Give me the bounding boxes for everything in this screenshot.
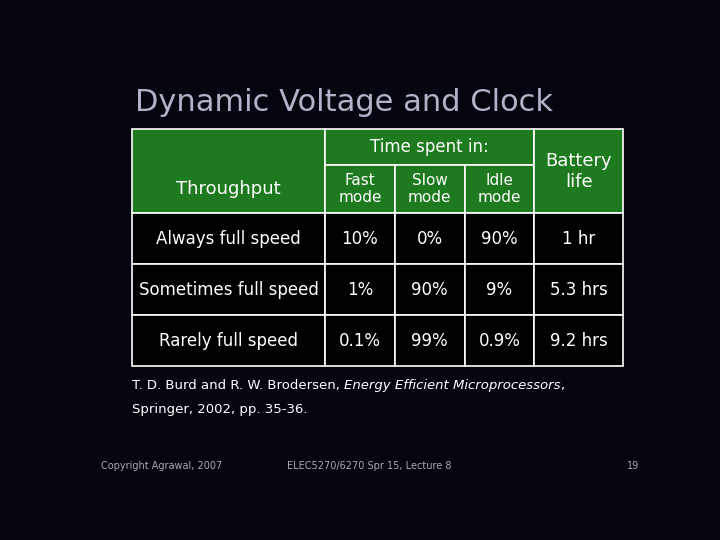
Bar [395,165,464,213]
Text: Copyright Agrawal, 2007: Copyright Agrawal, 2007 [101,462,222,471]
Text: Energy Efficient Microprocessors: Energy Efficient Microprocessors [344,379,560,392]
Bar [534,265,623,315]
Text: 19: 19 [627,462,639,471]
Text: 0.1%: 0.1% [339,332,381,350]
Text: Battery
life: Battery life [545,152,612,191]
Text: 5.3 hrs: 5.3 hrs [550,281,608,299]
Bar [534,315,623,366]
Text: 99%: 99% [411,332,448,350]
Text: Time spent in:: Time spent in: [370,138,489,156]
Bar [132,315,325,366]
Text: 9%: 9% [487,281,513,299]
Bar [464,265,534,315]
Bar [325,315,395,366]
Text: Sometimes full speed: Sometimes full speed [138,281,318,299]
Text: 10%: 10% [341,230,378,248]
Bar [325,165,395,213]
Bar [325,129,534,165]
Text: Fast
mode: Fast mode [338,173,382,205]
Bar [534,213,623,265]
Text: 1 hr: 1 hr [562,230,595,248]
Text: ELEC5270/6270 Spr 15, Lecture 8: ELEC5270/6270 Spr 15, Lecture 8 [287,462,451,471]
Bar [395,315,464,366]
Text: 1%: 1% [347,281,373,299]
Bar [464,315,534,366]
Text: 0%: 0% [417,230,443,248]
Text: 9.2 hrs: 9.2 hrs [550,332,608,350]
Text: T. D. Burd and R. W. Brodersen,: T. D. Burd and R. W. Brodersen, [132,379,344,392]
Bar [132,129,325,213]
Bar [395,213,464,265]
Bar [395,265,464,315]
Bar [534,129,623,213]
Bar [132,265,325,315]
Bar [325,265,395,315]
Text: Dynamic Voltage and Clock: Dynamic Voltage and Clock [135,87,553,117]
Bar [325,213,395,265]
Bar [464,213,534,265]
Text: Springer, 2002, pp. 35-36.: Springer, 2002, pp. 35-36. [132,403,307,416]
Bar [464,165,534,213]
Text: Throughput: Throughput [176,180,281,198]
Text: ,: , [560,379,564,392]
Text: 90%: 90% [411,281,448,299]
Text: 90%: 90% [481,230,518,248]
Text: Slow
mode: Slow mode [408,173,451,205]
Text: Always full speed: Always full speed [156,230,301,248]
Text: Rarely full speed: Rarely full speed [159,332,298,350]
Text: Idle
mode: Idle mode [477,173,521,205]
Text: 0.9%: 0.9% [479,332,521,350]
Bar [132,213,325,265]
